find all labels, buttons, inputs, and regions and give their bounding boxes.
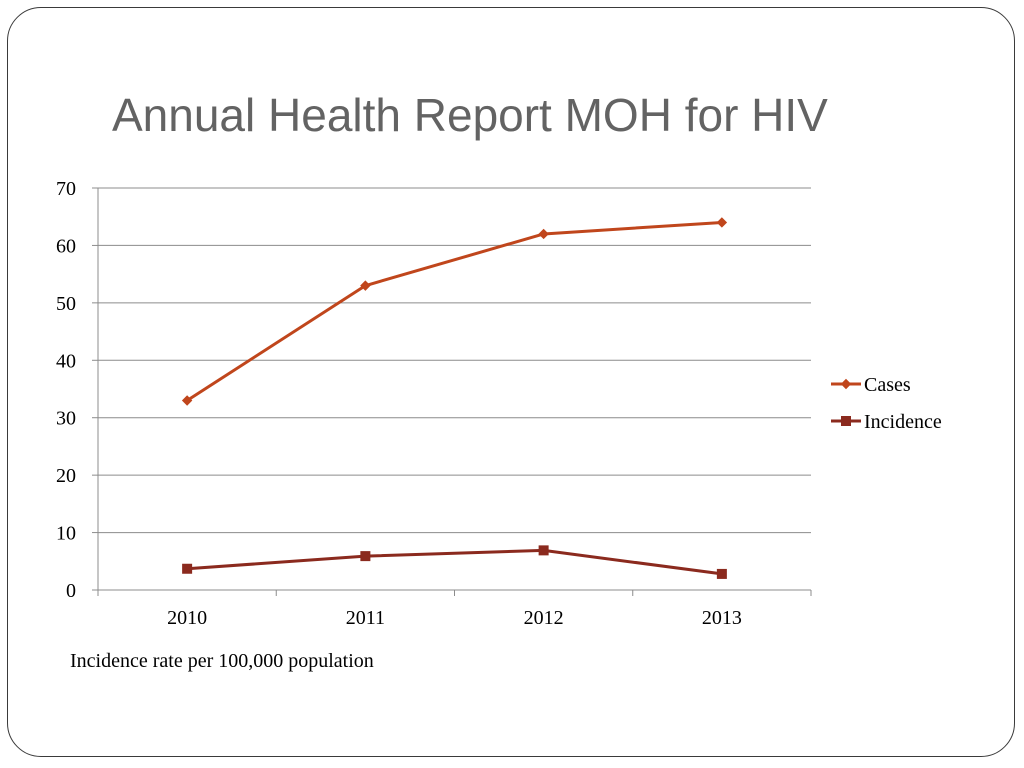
y-tick-label: 40 <box>56 350 76 372</box>
axes: 0 10 20 30 40 50 60 70 2010 2011 2012 2013 <box>56 178 812 629</box>
y-tick-label: 30 <box>56 408 76 430</box>
series-incidence <box>182 545 727 579</box>
y-tick-label: 10 <box>56 523 76 545</box>
legend-item-cases: Cases <box>831 374 911 396</box>
legend-label: Incidence <box>864 411 942 433</box>
y-tick-label: 20 <box>56 465 76 487</box>
data-point-cases <box>538 228 549 240</box>
series-line-incidence <box>187 548 723 576</box>
y-tick-label: 50 <box>56 293 76 315</box>
legend-label: Cases <box>864 374 911 396</box>
x-tick-label: 2013 <box>702 607 742 629</box>
legend-marker <box>841 416 851 426</box>
data-point-incidence <box>182 563 193 574</box>
legend-marker <box>840 378 852 390</box>
x-tick-label: 2011 <box>346 607 385 629</box>
series-lines <box>181 217 728 579</box>
chart-footnote: Incidence rate per 100,000 population <box>70 650 374 672</box>
data-point-cases <box>360 280 371 291</box>
legend: Cases Incidence <box>831 374 942 433</box>
y-tick-label: 60 <box>56 235 76 257</box>
data-point-incidence <box>716 568 727 579</box>
data-point-incidence <box>360 551 371 562</box>
series-cases <box>181 217 728 406</box>
legend-item-incidence: Incidence <box>831 411 942 433</box>
data-point-cases <box>716 217 728 228</box>
y-tick-label: 70 <box>56 178 76 200</box>
slide-title: Annual Health Report MOH for HIV <box>112 89 828 141</box>
x-tick-label: 2010 <box>167 607 207 629</box>
data-point-incidence <box>538 545 549 556</box>
data-point-cases <box>181 395 193 406</box>
x-tick-label: 2012 <box>524 607 564 629</box>
gridlines <box>98 187 811 534</box>
y-tick-label: 0 <box>66 580 76 602</box>
series-line-cases <box>186 220 722 402</box>
